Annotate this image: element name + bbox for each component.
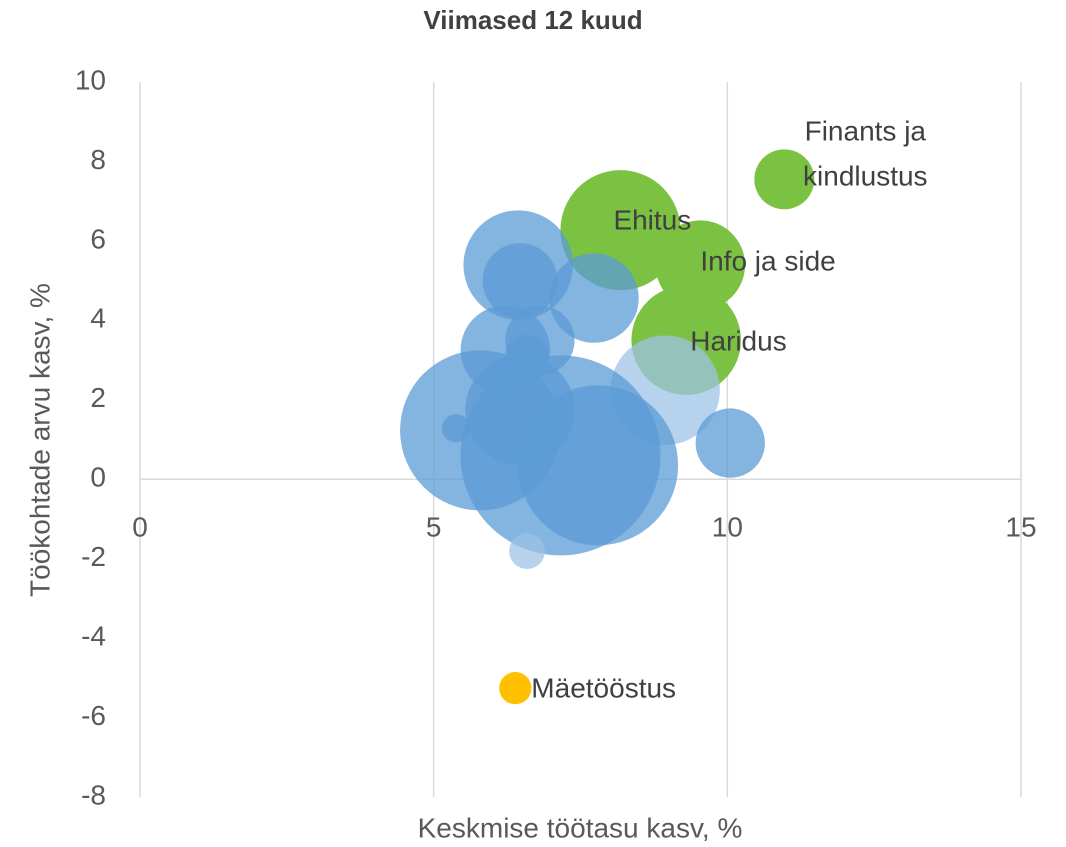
bubble-label: Info ja side <box>700 246 835 277</box>
y-tick-label: 2 <box>90 382 106 413</box>
y-tick-label: 0 <box>90 462 106 493</box>
y-tick-label: 10 <box>75 64 106 95</box>
bubble-label: kindlustus <box>803 161 928 192</box>
bubble <box>695 408 765 478</box>
bubble <box>518 385 679 546</box>
y-axis-title: Töökohtade arvu kasv, % <box>24 283 55 597</box>
bubble <box>482 243 558 319</box>
x-tick-label: 10 <box>712 512 743 543</box>
y-tick-label: -4 <box>81 621 106 652</box>
grid: -8 -6 -4 -2 0 2 4 6 8 10 <box>75 64 1022 810</box>
bubble-label: Haridus <box>690 326 786 357</box>
x-tick-label: 5 <box>426 512 442 543</box>
bubble <box>509 533 545 570</box>
bubble-label: Ehitus <box>613 205 691 236</box>
chart-title: Viimased 12 kuud <box>423 5 642 35</box>
bubbles <box>400 149 815 705</box>
y-tick-label: 8 <box>90 144 106 175</box>
x-tick-label: 0 <box>132 512 148 543</box>
bubble <box>549 253 639 343</box>
x-tick-label: 15 <box>1005 512 1036 543</box>
bubble-label: Mäetööstus <box>531 673 676 704</box>
bubble-label: Finants ja <box>805 116 927 147</box>
y-tick-label: 6 <box>90 223 106 254</box>
labels: 0 5 10 15 Finants ja kindlustus Ehitus Info ja … <box>132 116 1036 704</box>
bubble <box>499 672 532 705</box>
y-tick-label: -6 <box>81 700 106 731</box>
x-axis-title: Keskmise töötasu kasv, % <box>418 812 743 843</box>
bubble <box>754 149 815 210</box>
y-tick-label: -8 <box>81 779 106 810</box>
y-tick-label: -2 <box>81 541 106 572</box>
y-tick-label: 4 <box>90 303 106 334</box>
